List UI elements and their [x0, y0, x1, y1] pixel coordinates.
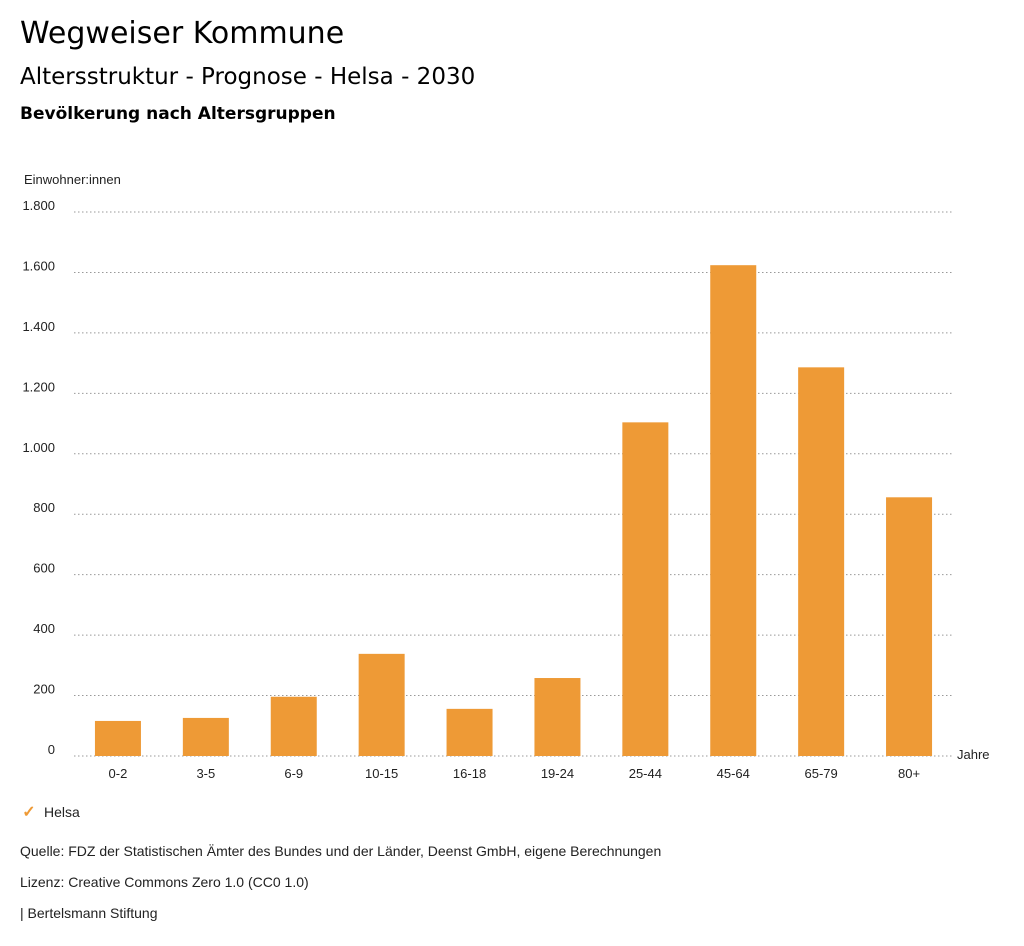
x-axis-ticks: 0-2 3-5 6-9 10-15 16-18 19-24 25-44 45-64 65-79 8… — [109, 766, 921, 781]
x-tick-label: 65-79 — [805, 766, 838, 781]
chart-subtitle: Altersstruktur - Prognose - Helsa - 2030 — [20, 64, 476, 90]
bar-80+[interactable] — [886, 497, 933, 756]
page-title: Wegweiser Kommune — [20, 16, 345, 51]
x-tick-label: 45-64 — [717, 766, 750, 781]
bar-0-2[interactable] — [94, 720, 141, 756]
bar-45-64[interactable] — [710, 265, 757, 756]
y-tick-label: 600 — [33, 561, 55, 576]
bar-25-44[interactable] — [622, 422, 669, 756]
y-tick-label: 800 — [33, 500, 55, 515]
y-axis-label: Einwohner:innen — [24, 172, 121, 187]
y-axis-ticks: 0 200 400 600 800 1.000 1.200 1.400 1.600 1.800 — [22, 198, 55, 757]
y-tick-label: 1.400 — [22, 319, 55, 334]
y-tick-label: 200 — [33, 682, 55, 697]
x-tick-label: 80+ — [898, 766, 920, 781]
x-tick-label: 16-18 — [453, 766, 486, 781]
x-axis-label: Jahre — [957, 747, 990, 762]
x-tick-label: 25-44 — [629, 766, 662, 781]
x-tick-label: 0-2 — [109, 766, 128, 781]
bar-3-5[interactable] — [182, 717, 229, 756]
chart-heading: Bevölkerung nach Altersgruppen — [20, 104, 336, 124]
check-icon: ✓ — [22, 804, 36, 821]
source-note: Quelle: FDZ der Statistischen Ämter des … — [20, 843, 662, 859]
license-note: Lizenz: Creative Commons Zero 1.0 (CC0 1… — [20, 874, 309, 890]
y-tick-label: 1.800 — [22, 198, 55, 213]
bar-10-15[interactable] — [358, 653, 405, 756]
bar-chart: 0 200 400 600 800 1.000 1.200 1.400 1.600 1.800 0… — [22, 172, 990, 781]
legend-label: Helsa — [44, 804, 80, 820]
bar-19-24[interactable] — [534, 678, 581, 756]
bar-6-9[interactable] — [270, 696, 317, 756]
x-tick-label: 19-24 — [541, 766, 574, 781]
y-tick-label: 400 — [33, 621, 55, 636]
y-tick-label: 0 — [48, 742, 55, 757]
x-tick-label: 6-9 — [284, 766, 303, 781]
x-tick-label: 10-15 — [365, 766, 398, 781]
y-tick-label: 1.000 — [22, 440, 55, 455]
x-tick-label: 3-5 — [196, 766, 215, 781]
legend-item-helsa[interactable]: ✓ Helsa — [20, 802, 80, 822]
bars — [94, 265, 933, 756]
publisher-note: | Bertelsmann Stiftung — [20, 905, 158, 921]
y-tick-label: 1.200 — [22, 379, 55, 394]
bar-65-79[interactable] — [798, 367, 845, 756]
bar-16-18[interactable] — [446, 708, 493, 756]
y-tick-label: 1.600 — [22, 258, 55, 273]
